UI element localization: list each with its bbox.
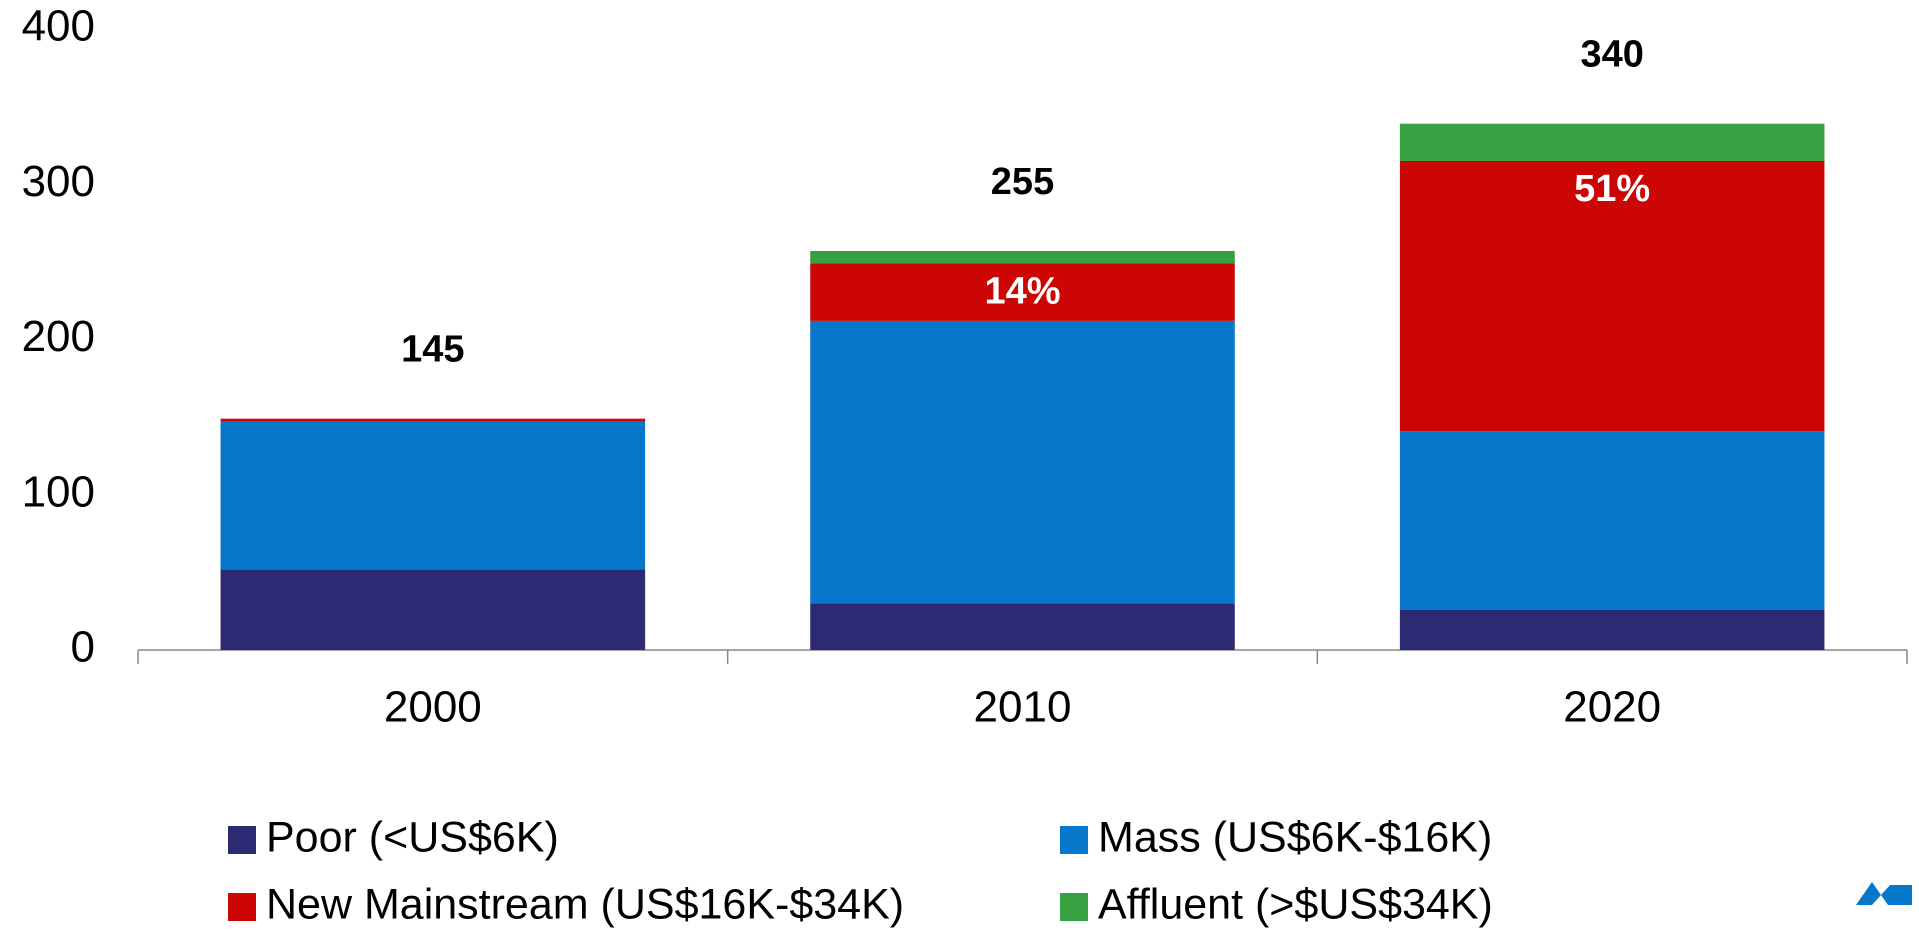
total-label: 145 — [401, 329, 464, 371]
legend-label: New Mainstream (US$16K-$34K) — [266, 880, 904, 928]
bar-segment — [1399, 609, 1825, 650]
bar-segment — [220, 418, 646, 422]
legend-swatch — [228, 826, 256, 854]
y-tick-label: 400 — [22, 2, 95, 51]
y-tick-label: 200 — [22, 312, 95, 361]
share-label: 14% — [984, 270, 1060, 312]
legend-swatch — [1060, 826, 1088, 854]
bar-segment — [220, 569, 646, 650]
y-tick-label: 0 — [71, 623, 95, 672]
legend-swatch — [228, 893, 256, 921]
share-label: 51% — [1574, 168, 1650, 210]
bar-segment — [810, 251, 1235, 264]
bar-segment — [1399, 160, 1825, 432]
bar-segment — [1399, 431, 1825, 610]
bar-segment — [810, 263, 1235, 321]
total-label: 340 — [1580, 34, 1643, 76]
logo — [1832, 882, 1912, 905]
x-tick-label: 2010 — [974, 683, 1072, 732]
bar-segment — [810, 603, 1235, 650]
legend-label: Affluent (>$US$34K) — [1098, 880, 1493, 928]
bar-segment — [1399, 123, 1825, 161]
bar-segment — [220, 421, 646, 570]
legend-label: Mass (US$6K-$16K) — [1098, 813, 1492, 861]
x-tick-label: 2020 — [1563, 683, 1661, 732]
bar-segment — [810, 320, 1235, 604]
legend-label: Poor (<US$6K) — [266, 813, 559, 861]
x-tick-label: 2000 — [384, 683, 482, 732]
y-tick-label: 300 — [22, 157, 95, 206]
y-tick-label: 100 — [22, 467, 95, 516]
legend-swatch — [1060, 893, 1088, 921]
total-label: 255 — [991, 161, 1054, 203]
